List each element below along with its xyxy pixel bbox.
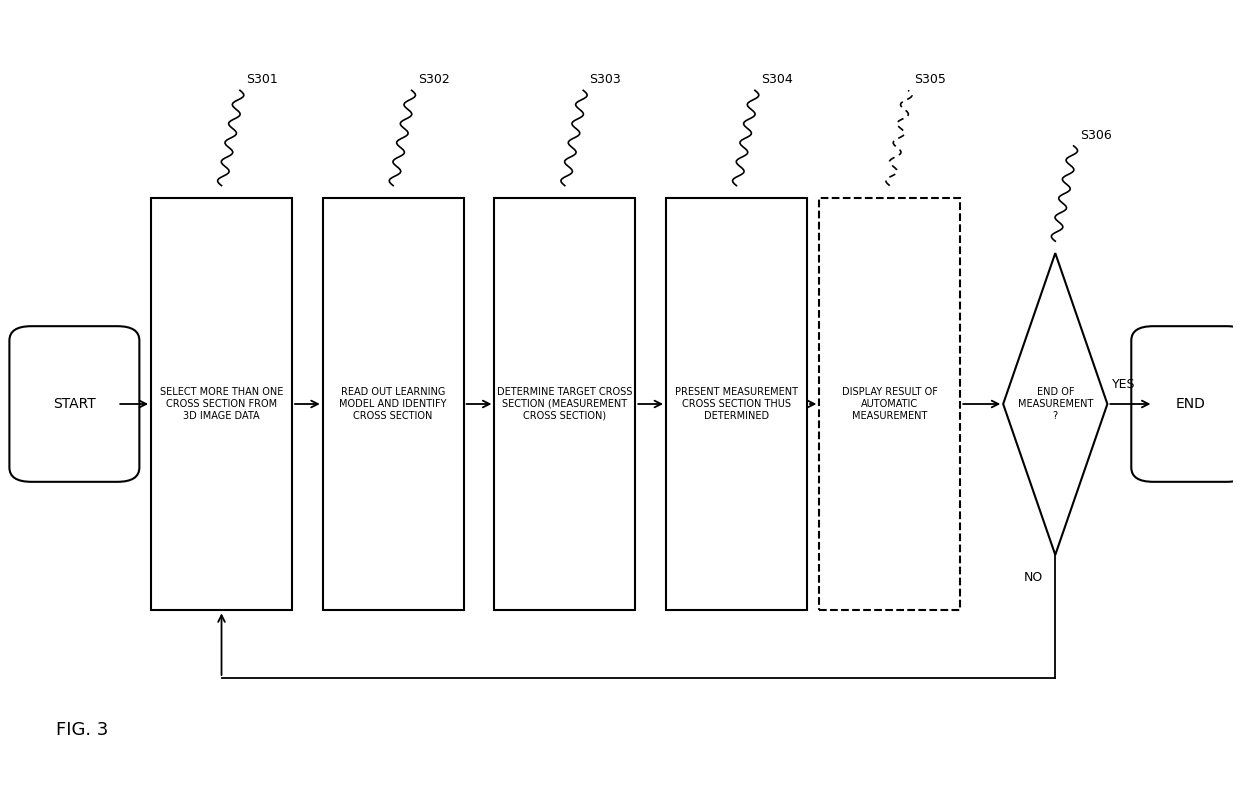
Text: READ OUT LEARNING
MODEL AND IDENTIFY
CROSS SECTION: READ OUT LEARNING MODEL AND IDENTIFY CRO… xyxy=(340,387,446,421)
Bar xyxy=(820,197,960,611)
FancyBboxPatch shape xyxy=(10,326,139,482)
Text: S301: S301 xyxy=(246,74,278,86)
Text: DETERMINE TARGET CROSS
SECTION (MEASUREMENT
CROSS SECTION): DETERMINE TARGET CROSS SECTION (MEASUREM… xyxy=(497,387,632,421)
Bar xyxy=(666,197,807,611)
Text: YES: YES xyxy=(1112,377,1136,390)
Text: END: END xyxy=(1176,397,1205,411)
FancyBboxPatch shape xyxy=(1131,326,1240,482)
Text: NO: NO xyxy=(1023,570,1043,583)
Text: DISPLAY RESULT OF
AUTOMATIC
MEASUREMENT: DISPLAY RESULT OF AUTOMATIC MEASUREMENT xyxy=(842,387,937,421)
Text: S306: S306 xyxy=(1080,129,1111,142)
Text: PRESENT MEASUREMENT
CROSS SECTION THUS
DETERMINED: PRESENT MEASUREMENT CROSS SECTION THUS D… xyxy=(675,387,799,421)
Text: S302: S302 xyxy=(418,74,449,86)
Bar xyxy=(322,197,464,611)
Polygon shape xyxy=(1003,253,1107,555)
Text: END OF
MEASUREMENT
?: END OF MEASUREMENT ? xyxy=(1018,387,1092,421)
Text: S303: S303 xyxy=(589,74,621,86)
Text: FIG. 3: FIG. 3 xyxy=(56,721,108,739)
Bar xyxy=(495,197,635,611)
Text: S304: S304 xyxy=(761,74,792,86)
Text: S305: S305 xyxy=(914,74,946,86)
Text: START: START xyxy=(53,397,95,411)
Bar xyxy=(151,197,291,611)
Text: SELECT MORE THAN ONE
CROSS SECTION FROM
3D IMAGE DATA: SELECT MORE THAN ONE CROSS SECTION FROM … xyxy=(160,387,283,421)
